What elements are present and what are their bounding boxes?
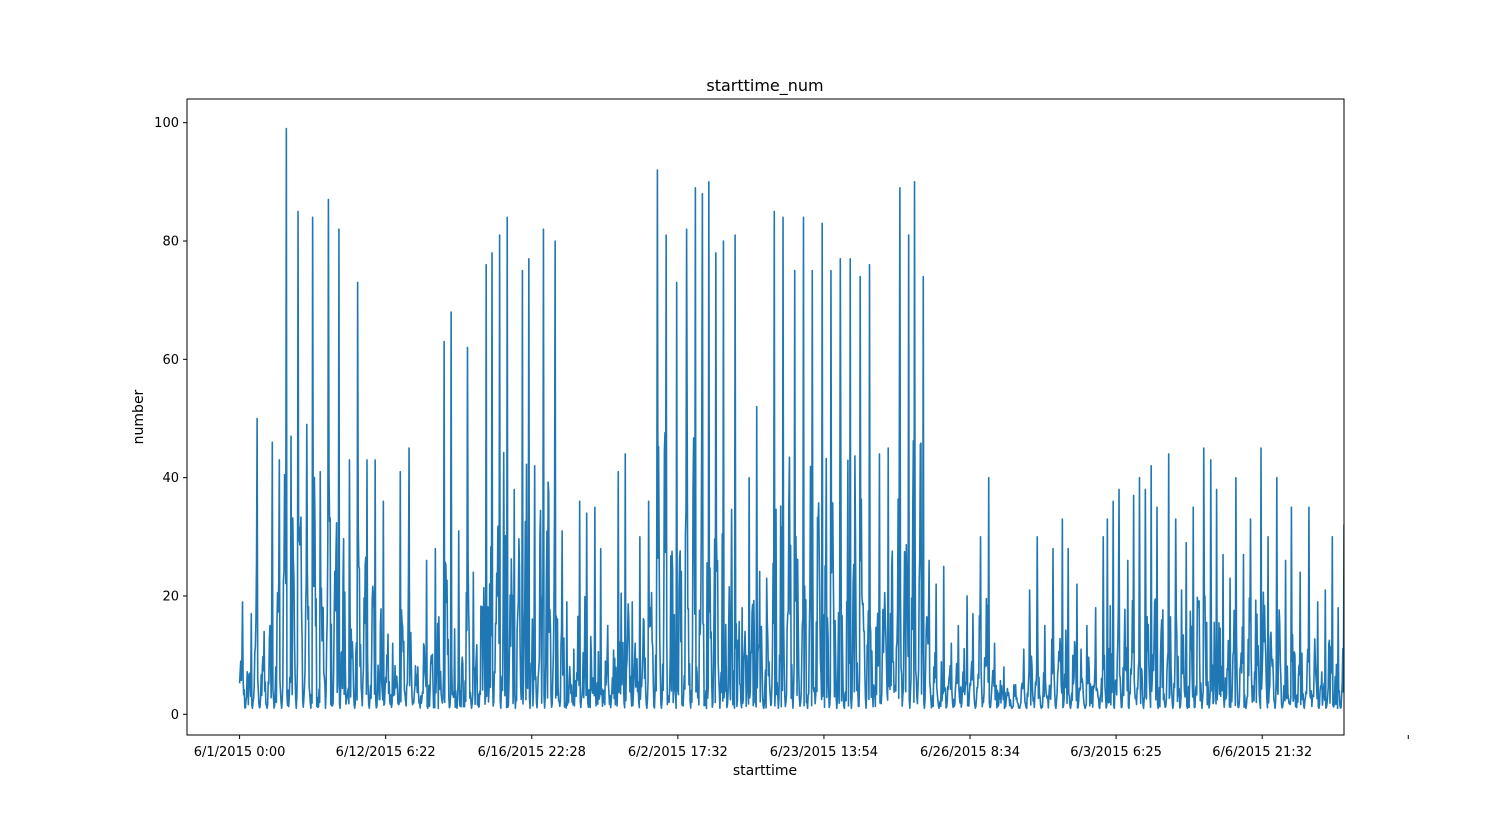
- axes-frame: [186, 98, 1345, 736]
- y-tick-label: 80: [162, 234, 179, 249]
- x-axis: 6/1/2015 0:00 6/12/2015 6:22 6/16/2015 22:…: [194, 735, 1409, 760]
- y-tick-label: 60: [162, 353, 179, 368]
- x-tick-label: 6/16/2015 22:28: [478, 745, 586, 760]
- series-line: [238, 127, 1344, 710]
- y-axis: 0 20 40 60 80 100: [154, 116, 187, 723]
- x-tick-label: 6/2/2015 17:32: [628, 745, 728, 760]
- x-tick-label: 6/1/2015 0:00: [194, 745, 286, 760]
- x-tick-label: 6/6/2015 21:32: [1212, 745, 1312, 760]
- plot-area: [238, 127, 1344, 710]
- chart-title: starttime_num: [706, 76, 823, 96]
- y-tick-label: 40: [162, 471, 179, 486]
- x-tick-label: 6/23/2015 13:54: [770, 745, 878, 760]
- x-tick-label: 6/26/2015 8:34: [920, 745, 1020, 760]
- x-tick-label: 6/3/2015 6:25: [1070, 745, 1162, 760]
- x-axis-title: starttime: [733, 763, 797, 779]
- y-axis-title: number: [131, 389, 147, 444]
- y-tick-label: 100: [154, 116, 179, 131]
- x-tick-label: 6/12/2015 6:22: [336, 745, 436, 760]
- y-tick-label: 0: [171, 708, 179, 723]
- y-tick-label: 20: [162, 589, 179, 604]
